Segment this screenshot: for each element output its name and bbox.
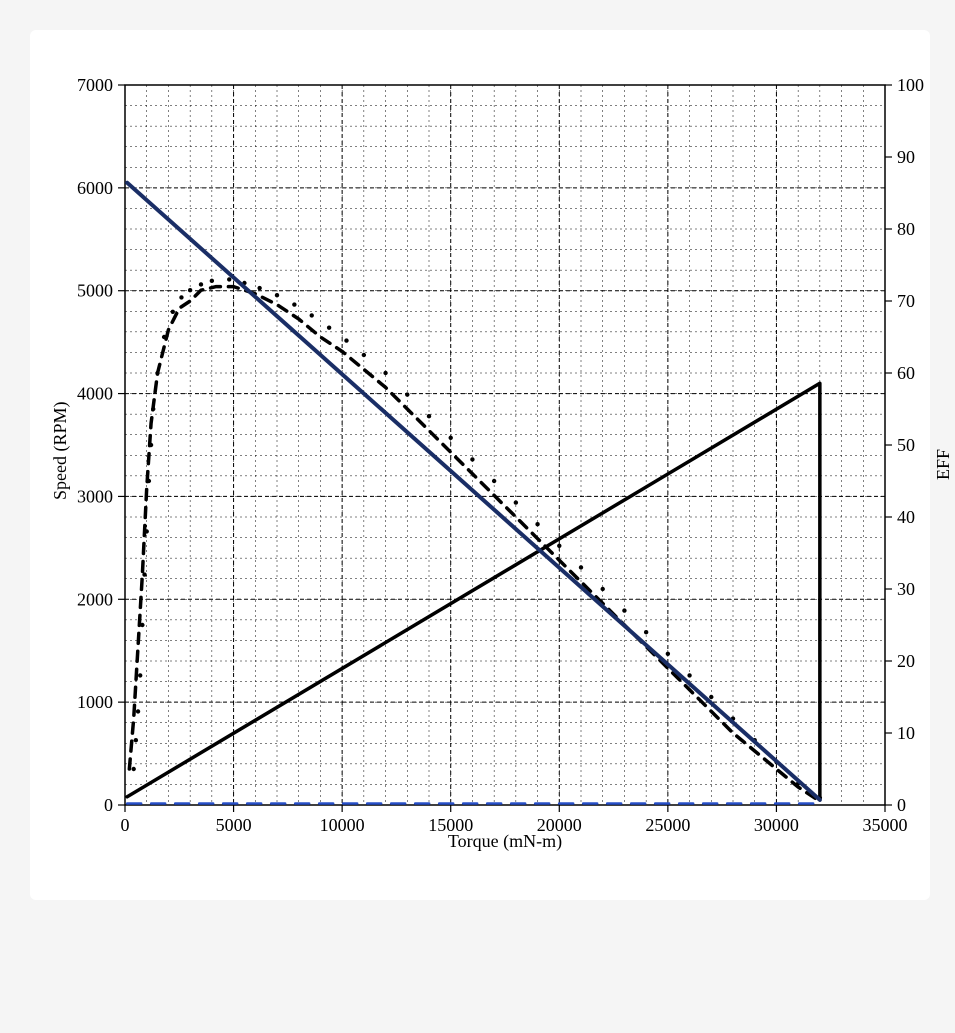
svg-text:40: 40 xyxy=(897,507,915,527)
y2-axis-label: EFF (%) xyxy=(933,449,955,480)
speed-line xyxy=(127,183,820,800)
svg-text:70: 70 xyxy=(897,291,915,311)
power-dots-pt xyxy=(275,293,279,297)
power-dots-pt xyxy=(383,371,387,375)
svg-text:60: 60 xyxy=(897,363,915,383)
power-dots-pt xyxy=(362,353,366,357)
power-dots-pt xyxy=(492,479,496,483)
power-dots-pt xyxy=(310,313,314,317)
power-dots-pt xyxy=(470,457,474,461)
svg-text:3000: 3000 xyxy=(77,486,113,506)
power-dots-pt xyxy=(709,695,713,699)
power-dots-pt xyxy=(557,544,561,548)
y1-axis-label: Speed (RPM) xyxy=(50,402,71,501)
power-dots-pt xyxy=(210,279,214,283)
power-dots-pt xyxy=(687,673,691,677)
svg-text:1000: 1000 xyxy=(77,692,113,712)
svg-text:5000: 5000 xyxy=(216,815,252,835)
power-dots-pt xyxy=(136,709,140,713)
svg-text:2000: 2000 xyxy=(77,589,113,609)
power-dots-pt xyxy=(666,652,670,656)
power-dots-pt xyxy=(579,565,583,569)
power-dots-pt xyxy=(179,295,183,299)
svg-text:80: 80 xyxy=(897,219,915,239)
power-dots-pt xyxy=(622,608,626,612)
power-dots-pt xyxy=(199,282,203,286)
chart-card: 0500010000150002000025000300003500001000… xyxy=(30,30,930,900)
power-dots-pt xyxy=(138,673,142,677)
svg-text:20: 20 xyxy=(897,651,915,671)
svg-text:90: 90 xyxy=(897,147,915,167)
svg-text:6000: 6000 xyxy=(77,178,113,198)
page: 0500010000150002000025000300003500001000… xyxy=(0,0,955,1033)
svg-text:10000: 10000 xyxy=(320,815,365,835)
power-dots-pt xyxy=(535,522,539,526)
svg-text:25000: 25000 xyxy=(645,815,690,835)
current-line xyxy=(127,383,820,800)
svg-text:0: 0 xyxy=(897,795,906,815)
efficiency-line xyxy=(129,287,820,802)
power-dots-pt xyxy=(601,587,605,591)
power-dots-pt xyxy=(171,310,175,314)
power-dots-pt xyxy=(449,436,453,440)
power-dots-pt xyxy=(257,286,261,290)
svg-text:100: 100 xyxy=(897,75,924,95)
power-dots-pt xyxy=(327,325,331,329)
svg-text:5000: 5000 xyxy=(77,281,113,301)
svg-text:50: 50 xyxy=(897,435,915,455)
svg-text:30000: 30000 xyxy=(754,815,799,835)
svg-text:35000: 35000 xyxy=(863,815,908,835)
power-dots-pt xyxy=(427,414,431,418)
power-dots-pt xyxy=(134,738,138,742)
power-dots-pt xyxy=(344,338,348,342)
power-dots-pt xyxy=(188,288,192,292)
power-dots-pt xyxy=(405,392,409,396)
power-dots-pt xyxy=(292,302,296,306)
svg-text:7000: 7000 xyxy=(77,75,113,95)
power-dots-pt xyxy=(227,277,231,281)
svg-text:0: 0 xyxy=(121,815,130,835)
motor-chart: 0500010000150002000025000300003500001000… xyxy=(30,30,930,900)
power-dots-pt xyxy=(644,630,648,634)
power-dots-pt xyxy=(514,500,518,504)
svg-text:0: 0 xyxy=(104,795,113,815)
power-dots-pt xyxy=(131,767,135,771)
svg-text:4000: 4000 xyxy=(77,384,113,404)
svg-text:Torque (mN-m): Torque (mN-m) xyxy=(448,831,562,852)
svg-text:30: 30 xyxy=(897,579,915,599)
svg-text:10: 10 xyxy=(897,723,915,743)
